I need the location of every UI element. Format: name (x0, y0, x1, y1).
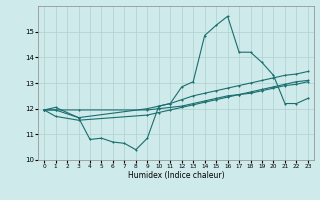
X-axis label: Humidex (Indice chaleur): Humidex (Indice chaleur) (128, 171, 224, 180)
